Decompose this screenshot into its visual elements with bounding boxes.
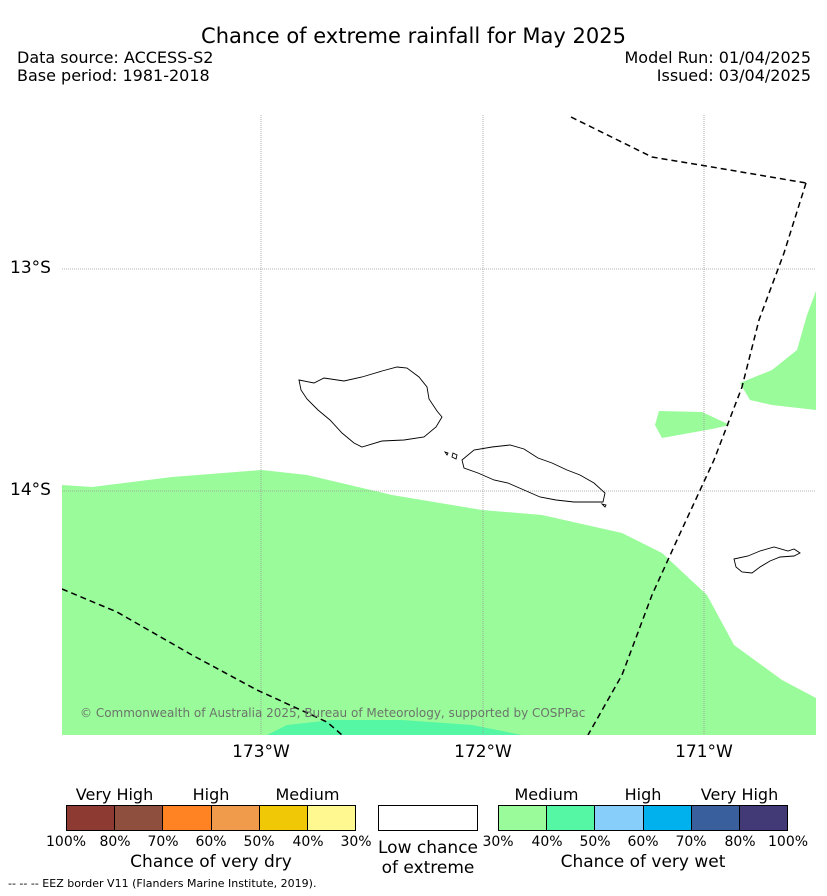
apolima-islet	[443, 451, 449, 456]
dry-header-medium: Medium	[275, 785, 340, 804]
dry-tick: 80%	[99, 834, 131, 850]
eez-border-east	[587, 182, 807, 735]
upolu-island	[461, 444, 606, 503]
wet-tick: 100%	[768, 834, 809, 850]
eez-borders	[62, 116, 807, 735]
dry-swatch	[115, 806, 164, 830]
wet-swatch	[547, 806, 596, 830]
dry-colorbar	[66, 805, 356, 831]
islet-east	[600, 503, 607, 508]
dry-header-very-high: Very High	[75, 785, 154, 804]
wet-tick: 80%	[724, 834, 756, 850]
dry-tick: 30%	[340, 834, 372, 850]
map-title: Chance of extreme rainfall for May 2025	[201, 24, 626, 48]
wet-swatch	[739, 806, 788, 830]
low-chance-label: Low chance of extreme	[368, 838, 488, 878]
low-chance-line2: of extreme	[381, 858, 475, 878]
wet-swatch	[499, 806, 548, 830]
dry-tick: 40%	[292, 834, 324, 850]
savaii-island	[298, 366, 443, 448]
lat-label-14s: 14°S	[10, 480, 51, 500]
wet-colorbar-title: Chance of very wet	[560, 852, 726, 872]
model-run-label: Model Run: 01/04/2025	[624, 48, 812, 67]
dry-tick: 60%	[195, 834, 227, 850]
wet-header-medium: Medium	[514, 785, 579, 804]
dry-header-high: High	[192, 785, 230, 804]
graticule	[62, 115, 816, 735]
copyright-notice: © Commonwealth of Australia 2025, Bureau…	[80, 706, 586, 720]
eez-footer-note: -- -- -- EEZ border V11 (Flanders Marine…	[8, 877, 317, 890]
wet-medium-region-south	[62, 470, 816, 735]
manono-islet	[451, 452, 458, 460]
wet-medium-region-islet	[655, 411, 730, 438]
dry-tick: 70%	[147, 834, 179, 850]
islands	[298, 366, 801, 574]
low-chance-line1: Low chance	[378, 838, 478, 858]
wet-medium-region-east	[740, 291, 816, 410]
wet-tick: 30%	[482, 834, 514, 850]
dry-tick: 50%	[243, 834, 275, 850]
map-panel[interactable]	[62, 115, 816, 735]
dry-swatch	[67, 806, 116, 830]
wet-medium-high-region	[267, 720, 522, 735]
data-source-label: Data source: ACCESS-S2	[17, 48, 214, 67]
wet-swatch	[595, 806, 644, 830]
wet-tick: 70%	[675, 834, 707, 850]
lat-label-13s: 13°S	[10, 258, 51, 278]
wet-header-high: High	[624, 785, 662, 804]
dry-swatch	[307, 806, 356, 830]
wet-header-very-high: Very High	[700, 785, 779, 804]
map-canvas	[62, 115, 816, 735]
dry-swatch	[163, 806, 212, 830]
low-chance-swatch	[378, 805, 478, 831]
lon-label-173w: 173°W	[232, 742, 290, 762]
issued-label: Issued: 03/04/2025	[656, 66, 811, 85]
wet-tick: 60%	[627, 834, 659, 850]
wet-swatch	[643, 806, 692, 830]
tutuila-island	[733, 546, 801, 574]
eez-border-southwest	[62, 588, 343, 735]
wet-swatch	[691, 806, 740, 830]
dry-swatch	[211, 806, 260, 830]
dry-swatch	[259, 806, 308, 830]
base-period-label: Base period: 1981-2018	[17, 66, 210, 85]
dry-tick: 100%	[46, 834, 87, 850]
lon-label-172w: 172°W	[454, 742, 512, 762]
wet-tick: 40%	[531, 834, 563, 850]
wet-colorbar	[498, 805, 788, 831]
lon-label-171w: 171°W	[675, 742, 733, 762]
eez-border-north	[570, 116, 807, 184]
wet-tick: 50%	[579, 834, 611, 850]
dry-colorbar-title: Chance of very dry	[130, 852, 292, 872]
